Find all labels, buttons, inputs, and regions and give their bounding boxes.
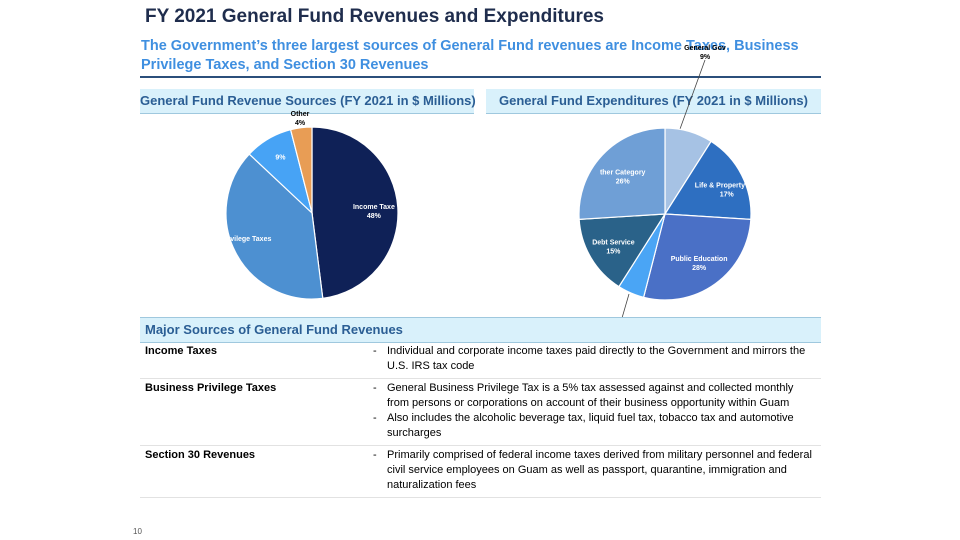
source-description: - Individual and corporate income taxes p… <box>369 342 821 379</box>
bullet-marker: - <box>373 412 377 424</box>
pie-slice-label: General Gov <box>684 45 726 52</box>
leader-line <box>621 293 630 319</box>
title-divider <box>140 76 821 78</box>
pie-percent-label: 4% <box>295 120 306 127</box>
source-name: Business Privilege Taxes <box>145 382 277 394</box>
pie-slice <box>578 213 667 288</box>
description-bullet: - Also includes the alcoholic beverage ta… <box>373 411 817 441</box>
pie-percent-label: 48% <box>367 213 382 220</box>
major-sources-title: Major Sources of General Fund Revenues <box>145 322 403 337</box>
pie-slice-label: Debt Service <box>592 240 635 247</box>
pie-slice-label: Life & Property Pro <box>695 183 759 190</box>
table-row: Business Privilege Taxes - General Busines… <box>140 379 821 446</box>
slide-title: FY 2021 General Fund Revenues and Expend… <box>145 6 604 27</box>
description-bullet: - Individual and corporate income taxes p… <box>373 344 817 374</box>
expenditure-pie-chart: General Gov 9% Life & Property Pro 17% Publi… <box>578 45 759 319</box>
bullet-text: Individual and corporate income taxes pa… <box>387 345 806 372</box>
pie-slice <box>578 127 666 221</box>
description-bullet: - Primarily comprised of federal income t… <box>373 448 817 493</box>
page-number: 10 <box>133 527 142 536</box>
pie-percent-label: 9% <box>700 54 711 61</box>
description-bullet: - General Business Privilege Tax is a 5% … <box>373 381 817 411</box>
bullet-marker: - <box>373 449 377 461</box>
pie-slice <box>311 126 399 299</box>
pie-slice-label: vilege Taxes <box>230 236 271 243</box>
slide-subtitle: The Government’s three largest sources o… <box>141 38 799 73</box>
revenue-pie-chart: Income Taxe 48% vilege Taxes 9% Other 4% <box>225 111 399 300</box>
revenue-chart-header: General Fund Revenue Sources (FY 2021 in… <box>140 89 476 114</box>
pie-slice-label: Other <box>291 111 310 118</box>
pie-percent-label: 17% <box>720 192 735 199</box>
major-sources-header: Major Sources of General Fund Revenues <box>140 317 821 343</box>
source-name: Section 30 Revenues <box>145 449 256 461</box>
table-row: Section 30 Revenues - Primarily comprised … <box>140 446 821 498</box>
pie-slice <box>642 213 752 301</box>
pie-percent-label: 15% <box>606 249 621 256</box>
table-row: Income Taxes - Individual and corporate in… <box>140 342 821 379</box>
pie-percent-label: 28% <box>692 265 707 272</box>
bullet-marker: - <box>373 382 377 394</box>
bullet-marker: - <box>373 345 377 357</box>
source-description: - Primarily comprised of federal income t… <box>369 446 821 498</box>
bullet-text: Primarily comprised of federal income ta… <box>387 449 812 491</box>
source-description: - General Business Privilege Tax is a 5% … <box>369 379 821 446</box>
pie-percent-label: 9% <box>275 155 286 162</box>
pie-slice <box>663 140 752 221</box>
pie-slice-label: ther Category <box>600 169 646 176</box>
pie-slice-label: Public Education <box>671 256 728 263</box>
pie-percent-label: 26% <box>616 178 631 185</box>
major-sources-table: Income Taxes - Individual and corporate in… <box>140 342 821 498</box>
expenditure-chart-header: General Fund Expenditures (FY 2021 in $ … <box>486 89 821 114</box>
bullet-text: General Business Privilege Tax is a 5% t… <box>387 382 794 409</box>
pie-slice <box>289 126 313 214</box>
bullet-text: Also includes the alcoholic beverage tax… <box>387 412 794 439</box>
source-name: Income Taxes <box>145 345 217 357</box>
pie-slice <box>225 153 324 300</box>
leader-line <box>679 59 706 130</box>
pie-slice-label: Income Taxe <box>353 204 395 211</box>
